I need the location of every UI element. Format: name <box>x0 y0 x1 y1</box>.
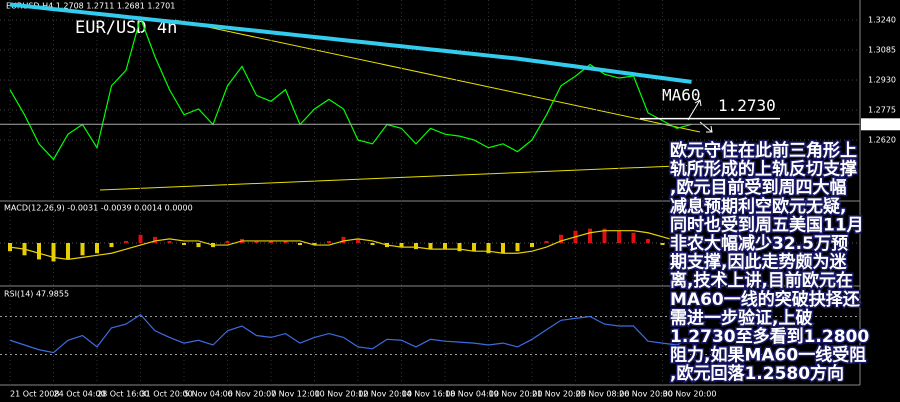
histogram-bar <box>182 243 186 246</box>
histogram-bar <box>501 243 505 254</box>
x-tick-label: 26 Nov 20:00 <box>619 390 673 399</box>
histogram-bar <box>544 240 549 243</box>
histogram-bar <box>689 243 694 250</box>
histogram-bar <box>530 243 534 248</box>
annotation-line: MA60一线的突破抉择还 <box>670 289 861 310</box>
series-line <box>9 230 692 261</box>
histogram-bar <box>515 243 520 252</box>
annotation-line: ,欧元目前受到周四大幅 <box>670 177 846 198</box>
histogram-bar <box>631 232 636 243</box>
histogram-bar <box>225 240 230 243</box>
histogram-bar <box>675 243 679 248</box>
last-price-tag <box>861 118 900 131</box>
histogram-bar <box>283 240 288 243</box>
histogram-bar <box>356 238 360 243</box>
histogram-bar <box>109 243 114 248</box>
histogram-bar <box>51 243 56 262</box>
histogram-bar <box>80 243 85 256</box>
histogram-bar <box>443 243 447 250</box>
annotation-line: 需进一步验证,上破 <box>670 307 812 328</box>
histogram-bar <box>646 238 650 243</box>
histogram-bar <box>327 240 331 243</box>
level-label: 1.2730 <box>718 96 776 115</box>
annotation-line: 减息预期利空欧元无疑, <box>670 196 846 217</box>
histogram-bar <box>153 236 157 243</box>
macd-header: MACD(12,26,9) -0.0031 -0.0039 0.0014 0.0… <box>4 204 193 213</box>
series-line <box>9 2 692 84</box>
annotation-line: 离,技术上讲,目前欧元在 <box>670 270 853 291</box>
x-tick-label: 6 Nov 20:00 <box>228 390 277 399</box>
annotation-line: 非农大幅减少32.5万预 <box>670 233 848 254</box>
x-tick-label: 19 Nov 20:00 <box>489 390 543 399</box>
histogram-bar <box>254 240 259 243</box>
annotation-line: 同时也受到周五美国11月 <box>670 214 864 235</box>
histogram-bar <box>124 240 128 243</box>
annotation-line: ,欧元回落1.2580方向 <box>670 363 844 384</box>
y-tick-label: 1.2775 <box>868 105 896 114</box>
histogram-bar <box>486 243 491 254</box>
histogram-bar <box>472 243 476 252</box>
histogram-bar <box>617 230 621 243</box>
last-price-label: 1.2701 <box>866 120 894 129</box>
annotation-line: 欧元守住在此前三角形上 <box>670 140 857 161</box>
x-tick-label: 10 Nov 20:00 <box>315 390 369 399</box>
histogram-bar <box>167 240 172 243</box>
histogram-bar <box>37 243 41 260</box>
annotation-line: 阻力,如果MA60一线受阻 <box>670 345 866 366</box>
ma-label: MA60 <box>662 86 701 105</box>
annotation-line: 期支撑,因此走势颇为迷 <box>670 252 847 273</box>
histogram-bar <box>559 234 563 243</box>
annotation-line: 轨所形成的上轨反切支撑 <box>670 159 857 180</box>
histogram-bar <box>588 228 592 243</box>
x-tick-label: 24 Oct 04:00 <box>54 390 106 399</box>
y-tick-label: 1.3085 <box>868 45 896 54</box>
histogram-bar <box>312 243 317 246</box>
x-tick-label: 14 Nov 16:00 <box>402 390 456 399</box>
x-tick-label: 5 Nov 04:00 <box>184 390 233 399</box>
x-tick-label: 30 Nov 20:00 <box>663 390 717 399</box>
histogram-bar <box>196 243 201 248</box>
series-line <box>9 313 692 354</box>
histogram-bar <box>399 243 404 248</box>
histogram-bar <box>66 243 70 260</box>
x-tick-label: 25 Nov 08:00 <box>576 390 630 399</box>
histogram-bar <box>269 240 273 243</box>
arrow <box>687 99 713 133</box>
y-tick-label: 1.3240 <box>868 15 896 24</box>
histogram-bar <box>95 243 99 254</box>
trend-line <box>99 164 701 191</box>
histogram-bar <box>298 243 302 246</box>
x-tick-label: 21 Oct 2008 <box>10 390 59 399</box>
chart-title: EUR/USD 4h <box>75 18 177 38</box>
histogram-bar <box>660 243 665 246</box>
histogram-bar <box>602 228 607 243</box>
trend-line <box>174 19 701 133</box>
x-tick-label: 12 Nov 20:00 <box>358 390 412 399</box>
histogram-bar <box>138 234 143 243</box>
histogram-bar <box>414 243 418 250</box>
y-tick-label: 1.2930 <box>868 75 896 84</box>
x-tick-label: 31 Oct 20:00 <box>141 390 193 399</box>
x-tick-label: 18 Nov 04:00 <box>445 390 499 399</box>
x-tick-label: 7 Nov 12:00 <box>271 390 320 399</box>
histogram-bar <box>370 243 375 246</box>
rsi-header: RSI(14) 47.9855 <box>4 290 69 299</box>
histogram-bar <box>341 236 346 243</box>
x-tick-label: 28 Oct 16:00 <box>97 390 149 399</box>
x-tick-label: 21 Nov 20:00 <box>532 390 586 399</box>
y-tick-label: 1.2620 <box>868 135 896 144</box>
annotation-line: 1.2730至多看到1.2800 <box>670 326 869 347</box>
histogram-bar <box>457 243 462 252</box>
histogram-bar <box>428 243 433 250</box>
price-header: EURUSD,H4 1.2708 1.2711 1.2681 1.2701 <box>6 2 175 11</box>
